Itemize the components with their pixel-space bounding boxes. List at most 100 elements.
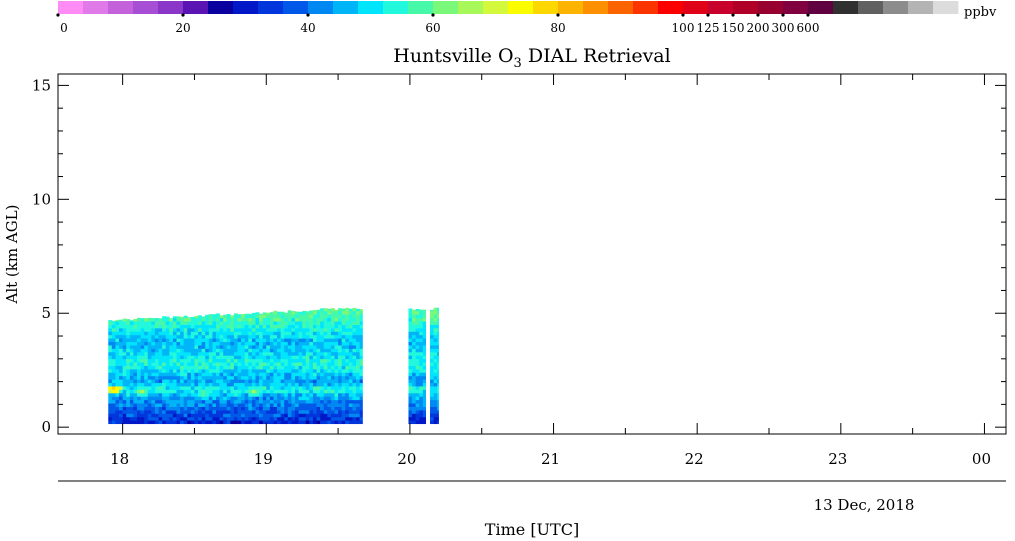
heatmap-cell xyxy=(223,410,228,414)
heatmap-cell xyxy=(323,345,328,349)
heatmap-cell xyxy=(198,324,202,329)
heatmap-cell xyxy=(312,345,317,349)
heatmap-cell xyxy=(345,389,350,394)
heatmap-cell xyxy=(140,351,145,356)
heatmap-cell xyxy=(437,379,439,384)
heatmap-cell xyxy=(295,379,299,384)
colorbar-tick xyxy=(306,13,310,17)
heatmap-cell xyxy=(277,321,281,325)
heatmap-cell xyxy=(262,403,267,407)
heatmap-cell xyxy=(230,324,235,329)
heatmap-cell xyxy=(219,362,224,366)
heatmap-cell xyxy=(201,399,206,404)
heatmap-cell xyxy=(408,317,413,322)
heatmap-cell xyxy=(205,375,210,380)
heatmap-cell xyxy=(165,331,170,336)
heatmap-cell xyxy=(284,406,289,411)
heatmap-cell xyxy=(334,403,339,407)
heatmap-cell xyxy=(334,396,339,401)
heatmap-cell xyxy=(194,362,199,366)
heatmap-cell xyxy=(277,379,281,384)
heatmap-cell xyxy=(194,406,199,411)
heatmap-cell xyxy=(208,399,213,404)
heatmap-cell xyxy=(419,413,424,418)
heatmap-cell xyxy=(212,358,217,363)
heatmap-cell xyxy=(334,317,339,322)
heatmap-cell xyxy=(137,372,141,377)
heatmap-cell xyxy=(287,348,292,353)
heatmap-cell xyxy=(154,399,159,404)
heatmap-cell xyxy=(237,328,242,332)
heatmap-cell xyxy=(262,341,267,346)
heatmap-cell xyxy=(419,399,424,404)
heatmap-cell xyxy=(352,399,357,404)
heatmap-cell xyxy=(108,410,113,414)
heatmap-cell xyxy=(295,345,299,349)
colorbar-swatch xyxy=(183,1,209,14)
heatmap-cell xyxy=(119,399,123,404)
heatmap-cell xyxy=(309,331,314,336)
heatmap-cell xyxy=(419,355,424,360)
colorbar-tick-label: 300 xyxy=(772,21,795,35)
heatmap-cell xyxy=(415,348,420,353)
heatmap-cell xyxy=(338,416,342,421)
heatmap-cell xyxy=(298,396,303,401)
heatmap-cell xyxy=(194,317,199,322)
heatmap-cell xyxy=(323,308,328,312)
heatmap-cell xyxy=(241,334,246,339)
heatmap-cell xyxy=(233,362,238,366)
heatmap-cell xyxy=(415,334,420,339)
heatmap-cell xyxy=(133,369,138,373)
heatmap-cell xyxy=(144,410,149,414)
heatmap-cell xyxy=(341,420,346,425)
heatmap-cell xyxy=(248,341,253,346)
heatmap-cell xyxy=(348,310,353,315)
heatmap-cell xyxy=(320,341,325,346)
heatmap-cell xyxy=(255,392,260,397)
heatmap-cell xyxy=(126,399,131,404)
heatmap-cell xyxy=(111,375,116,380)
heatmap-cell xyxy=(305,396,310,401)
heatmap-cell xyxy=(212,413,217,418)
y-tick-label: 10 xyxy=(32,190,51,208)
heatmap-cell xyxy=(176,338,181,343)
heatmap-cell xyxy=(144,318,149,322)
heatmap-cell xyxy=(356,392,360,397)
heatmap-cell xyxy=(259,403,263,407)
heatmap-cell xyxy=(180,389,184,394)
heatmap-cell xyxy=(129,382,134,387)
heatmap-cell xyxy=(248,386,253,390)
heatmap-cell xyxy=(223,338,228,343)
heatmap-cell xyxy=(415,358,420,363)
heatmap-cell xyxy=(248,372,253,377)
heatmap-cell xyxy=(230,358,235,363)
heatmap-cell xyxy=(251,351,256,356)
heatmap-cell xyxy=(162,328,167,332)
heatmap-cell xyxy=(208,413,213,418)
heatmap-cell xyxy=(237,386,242,390)
heatmap-cell xyxy=(295,365,299,370)
heatmap-cell xyxy=(422,358,427,363)
heatmap-cell xyxy=(137,413,141,418)
heatmap-cell xyxy=(108,379,113,384)
heatmap-cell xyxy=(408,328,413,332)
heatmap-cell xyxy=(430,331,434,336)
heatmap-cell xyxy=(280,321,285,325)
heatmap-cell xyxy=(430,403,434,407)
heatmap-cell xyxy=(115,351,120,356)
heatmap-cell xyxy=(277,311,281,315)
heatmap-cell xyxy=(248,420,253,425)
heatmap-cell xyxy=(158,420,163,425)
heatmap-cell xyxy=(415,375,420,380)
heatmap-cell xyxy=(176,355,181,360)
heatmap-cell xyxy=(430,372,434,377)
heatmap-cell xyxy=(201,338,206,343)
heatmap-cell xyxy=(356,345,360,349)
heatmap-cell xyxy=(237,351,242,356)
heatmap-cell xyxy=(216,348,220,353)
heatmap-cell xyxy=(233,382,238,387)
heatmap-cell xyxy=(298,358,303,363)
heatmap-cell xyxy=(277,365,281,370)
heatmap-cell xyxy=(330,420,335,425)
heatmap-cell xyxy=(198,406,202,411)
